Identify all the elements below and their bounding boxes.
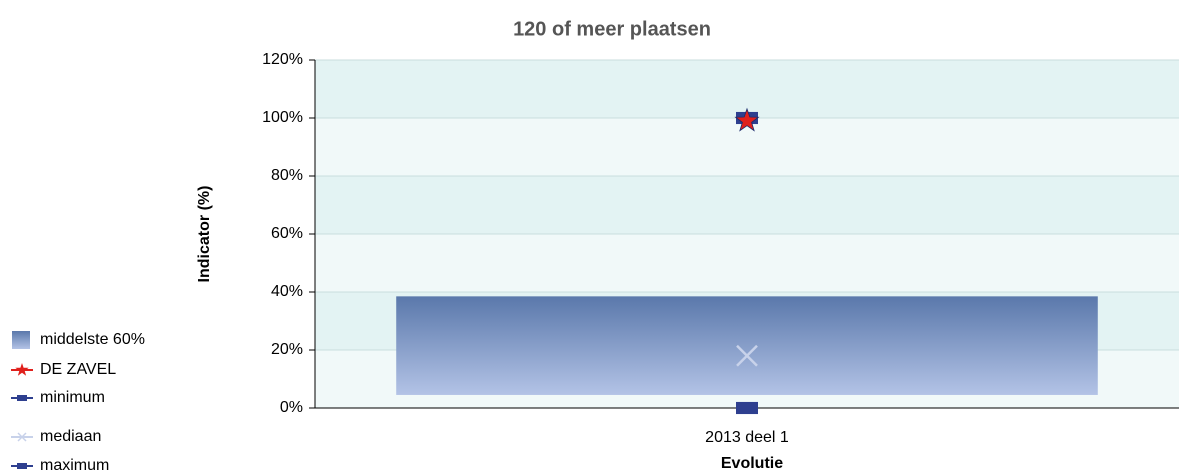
- legend-label: DE ZAVEL: [40, 361, 116, 378]
- x-tick-label: 2013 deel 1: [705, 429, 789, 446]
- legend-swatch: [12, 331, 30, 349]
- legend-marker: [15, 363, 29, 376]
- y-tick-label: 120%: [262, 51, 303, 68]
- y-tick-label: 80%: [271, 167, 303, 184]
- y-tick-label: 40%: [271, 283, 303, 300]
- plot-band: [315, 118, 1179, 176]
- marker-star: [734, 107, 760, 132]
- y-tick-label: 60%: [271, 225, 303, 242]
- y-tick-label: 20%: [271, 341, 303, 358]
- legend-marker: [17, 395, 27, 401]
- legend-label: maximum: [40, 457, 109, 474]
- chart-title: 120 of meer plaatsen: [513, 18, 711, 40]
- x-axis-label: Evolutie: [721, 455, 783, 472]
- plot-band: [315, 176, 1179, 234]
- legend-marker: [17, 432, 27, 442]
- marker-square: [736, 401, 758, 415]
- range-bar: [396, 296, 1098, 395]
- legend-marker: [17, 463, 27, 469]
- legend-label: mediaan: [40, 428, 101, 445]
- legend-label: middelste 60%: [40, 331, 145, 348]
- legend-label: minimum: [40, 389, 105, 406]
- plot-band: [315, 234, 1179, 292]
- y-tick-label: 0%: [280, 399, 303, 416]
- y-axis-label: Indicator (%): [196, 186, 213, 283]
- y-tick-label: 100%: [262, 109, 303, 126]
- marker-x: [736, 344, 758, 367]
